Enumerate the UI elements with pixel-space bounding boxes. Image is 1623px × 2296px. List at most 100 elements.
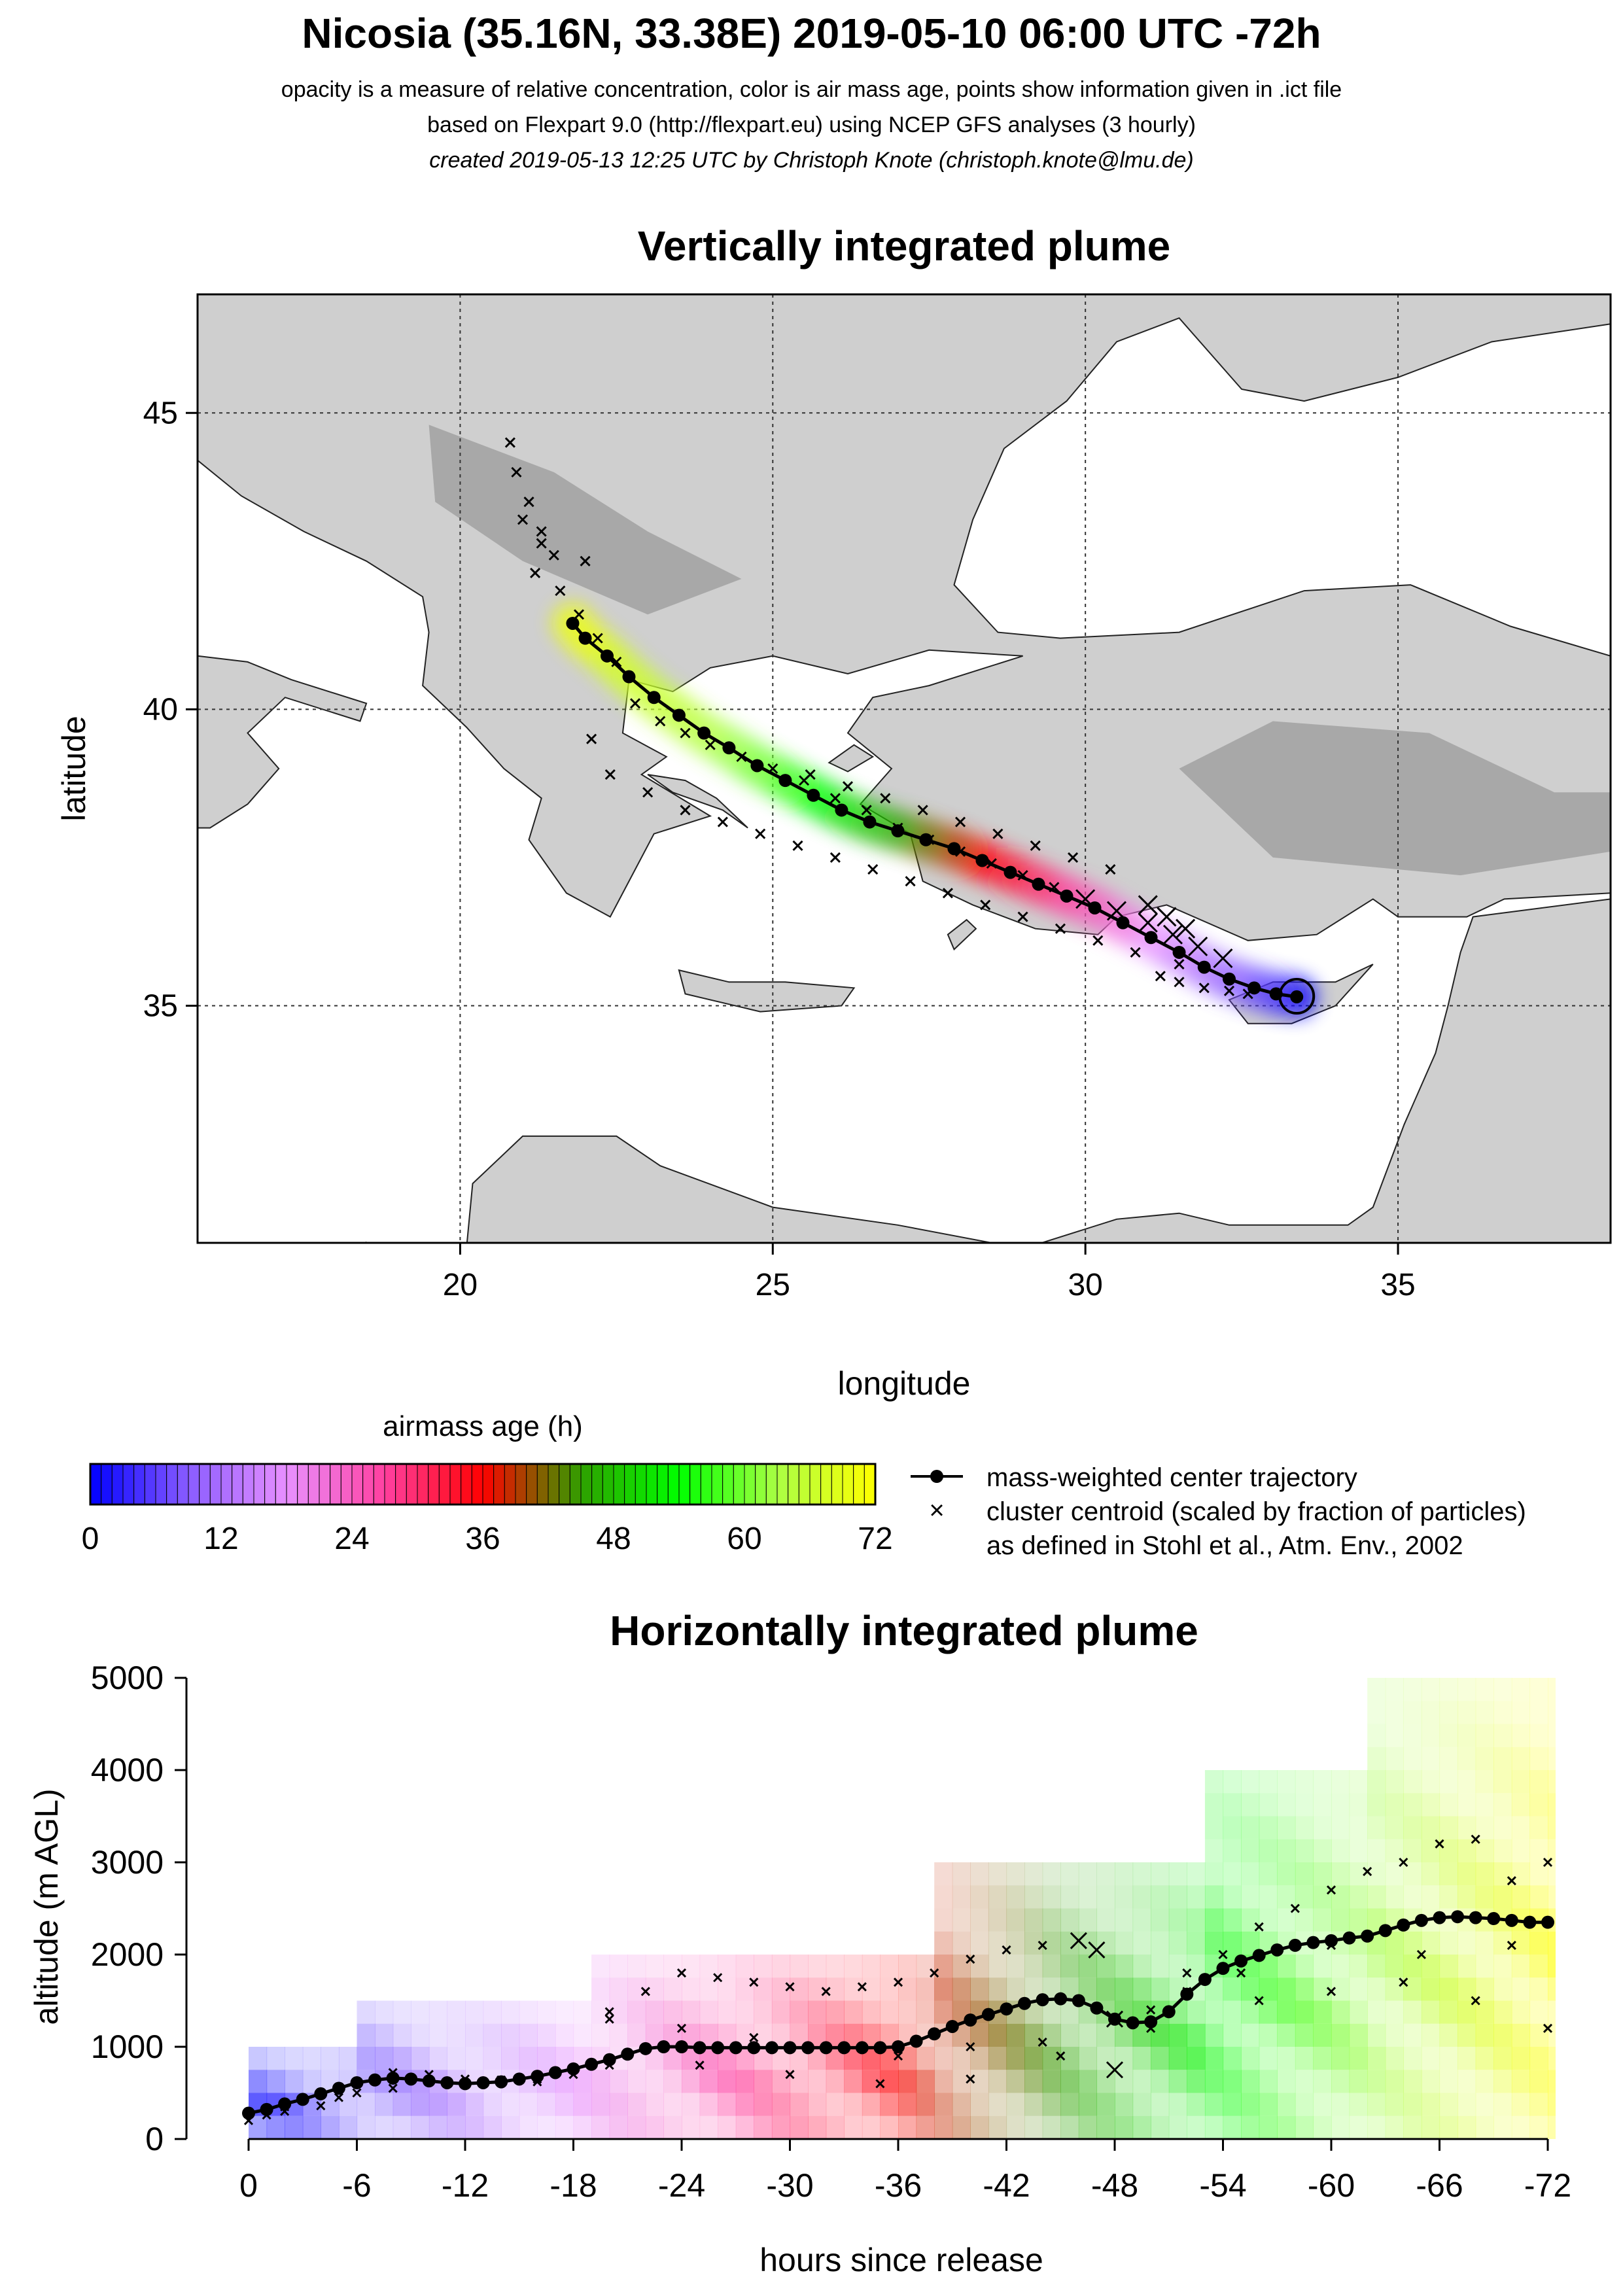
map-cluster-centroid <box>867 864 879 875</box>
map-cluster-centroid <box>536 526 547 537</box>
colorbar-tick-label: 48 <box>596 1522 631 1556</box>
map-center-trajectory-point <box>947 842 961 856</box>
altitude-cluster-centroid <box>1399 1977 1408 1987</box>
colorbar-cell <box>319 1463 331 1505</box>
altitude-center-trajectory-point <box>1036 1993 1049 2007</box>
altitude-cluster-centroid <box>1543 2023 1553 2033</box>
altitude-center-trajectory-point <box>1180 1987 1194 2001</box>
altitude-center-trajectory-point <box>512 2072 526 2086</box>
altitude-center-trajectory-point <box>729 2041 742 2055</box>
colorbar-cell <box>188 1463 200 1505</box>
map-cluster-centroid <box>604 769 616 780</box>
subtitle-description: opacity is a measure of relative concent… <box>281 77 1342 102</box>
map-cluster-centroid <box>517 514 529 525</box>
altitude-cluster-centroid <box>1254 1996 1264 2006</box>
colorbar-tick-label: 0 <box>82 1522 99 1556</box>
altitude-x-tick-label: -54 <box>1199 2167 1246 2204</box>
altitude-center-trajectory-point <box>1270 1943 1284 1957</box>
colorbar-cell <box>471 1463 483 1505</box>
altitude-cluster-centroid <box>1106 2061 1124 2079</box>
horizontal-plume-column <box>393 2000 411 2139</box>
altitude-y-tick-label: 0 <box>145 2121 164 2157</box>
map-cluster-centroid <box>1017 911 1028 922</box>
subtitle-credit: created 2019-05-13 12:25 UTC by Christop… <box>429 148 1194 173</box>
horizontal-plume-column <box>1457 1678 1476 2139</box>
colorbar-cell <box>232 1463 243 1505</box>
altitude-center-trajectory-point <box>1162 2005 1176 2019</box>
colorbar-cell <box>101 1463 113 1505</box>
map-cluster-centroid <box>905 876 916 887</box>
map-title: Vertically integrated plume <box>638 222 1171 270</box>
altitude-center-trajectory-point <box>873 2041 887 2055</box>
altitude-center-trajectory-point <box>964 2013 977 2027</box>
altitude-y-axis-label: altitude (m AGL) <box>28 1788 65 2025</box>
altitude-x-tick-label: -12 <box>442 2167 489 2204</box>
altitude-center-trajectory-point <box>621 2047 635 2061</box>
altitude-cluster-centroid <box>893 2051 903 2061</box>
map-cluster-centroid <box>917 805 928 816</box>
horizontal-plume-column <box>573 2000 592 2139</box>
altitude-center-trajectory-point <box>981 2008 995 2021</box>
colorbar <box>90 1463 876 1505</box>
altitude-y-tick-label: 2000 <box>91 1936 164 1973</box>
altitude-cluster-centroid <box>713 1973 723 1983</box>
map-center-trajectory-point <box>835 803 848 817</box>
altitude-center-trajectory-point <box>1306 1936 1320 1949</box>
altitude-center-trajectory-point <box>801 2041 815 2055</box>
altitude-cluster-centroid <box>930 1968 939 1978</box>
altitude-center-trajectory-point <box>1487 1912 1501 1926</box>
map-cluster-centroid <box>504 437 515 448</box>
horizontal-plume-column <box>1403 1678 1422 2139</box>
land-north-africa <box>366 898 1611 1243</box>
horizontal-plume-column <box>428 2000 448 2139</box>
colorbar-tick-labels: 0 12 24 36 48 60 72 <box>82 1522 893 1556</box>
altitude-cluster-centroid <box>1543 1857 1553 1868</box>
map-cluster-centroid <box>573 609 585 620</box>
colorbar-cell <box>788 1463 799 1505</box>
map-cluster-centroid <box>705 739 716 750</box>
altitude-center-trajectory-point <box>1072 1994 1085 2008</box>
map-center-trajectory-point <box>863 815 877 829</box>
altitude-center-trajectory-point <box>1054 1992 1068 2006</box>
altitude-cluster-centroid <box>1326 1885 1336 1895</box>
altitude-center-trajectory-point <box>531 2070 544 2083</box>
altitude-center-trajectory-point <box>1126 2016 1140 2030</box>
legend-dot-symbol <box>930 1470 943 1483</box>
map-center-trajectory-point <box>1172 945 1186 959</box>
map-center-trajectory-point <box>578 631 592 645</box>
colorbar-cell <box>242 1463 254 1505</box>
colorbar-cell <box>526 1463 538 1505</box>
colorbar-cell <box>842 1463 854 1505</box>
altitude-cluster-centroid <box>640 1987 650 1996</box>
altitude-cluster-centroid <box>676 1968 687 1978</box>
altitude-center-trajectory-point <box>548 2066 562 2079</box>
horizontal-plume-column <box>1132 1862 1151 2139</box>
altitude-x-tick-label: -6 <box>342 2167 371 2204</box>
map-cluster-centroid <box>1213 948 1233 969</box>
land-evia <box>647 774 748 829</box>
altitude-center-trajectory-point <box>819 2041 833 2055</box>
map-cluster-centroid <box>1138 913 1158 933</box>
colorbar-cell <box>155 1463 167 1505</box>
horizontal-plume-column <box>1548 1678 1556 2139</box>
colorbar-cell <box>602 1463 614 1505</box>
altitude-center-trajectory-point <box>422 2074 436 2088</box>
colorbar-cell <box>362 1463 374 1505</box>
colorbar-cell <box>580 1463 593 1505</box>
colorbar-cell <box>820 1463 832 1505</box>
horizontal-plume-column <box>1421 1678 1440 2139</box>
horizontal-plume-column <box>285 2047 304 2139</box>
map-center-trajectory-point <box>1088 901 1102 914</box>
altitude-center-trajectory-point <box>855 2041 869 2055</box>
colorbar-cell <box>711 1463 724 1505</box>
altitude-y-tick-label: 3000 <box>91 1844 164 1881</box>
map-cluster-centroid <box>792 840 803 851</box>
map-cluster-centroid <box>842 781 854 792</box>
colorbar-cell <box>504 1463 516 1505</box>
land-masses <box>198 294 1611 1243</box>
altitude-cluster-centroid <box>893 1977 903 1987</box>
colorbar-cell <box>678 1463 691 1505</box>
horizontal-plume-column <box>1493 1678 1512 2139</box>
altitude-cluster-centroid <box>1435 1839 1444 1849</box>
altitude-center-trajectory-point <box>1523 1915 1537 1929</box>
